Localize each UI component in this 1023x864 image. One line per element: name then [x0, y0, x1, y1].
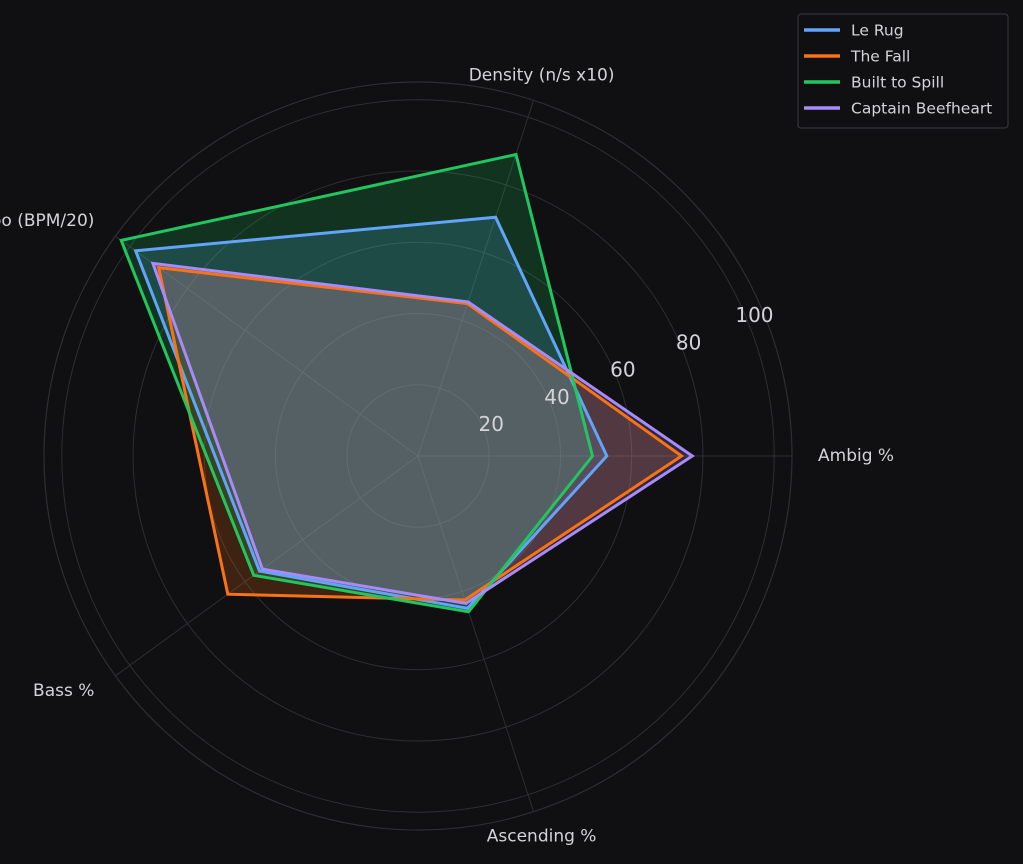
- r-tick-label: 60: [610, 358, 635, 382]
- category-label: Ascending %: [487, 826, 597, 846]
- category-label: Tempo (BPM/20): [0, 211, 94, 231]
- series-area: [152, 263, 693, 604]
- series-line: [156, 265, 685, 602]
- r-tick-label: 100: [735, 303, 773, 327]
- spoke: [417, 455, 535, 812]
- series-line: [150, 261, 695, 605]
- r-tick-label: 20: [478, 412, 503, 436]
- category-label: Density (n/s x10): [469, 66, 615, 86]
- legend-label: The Fall: [850, 48, 910, 66]
- legend-box: [797, 13, 1009, 129]
- legend-label: Captain Beefheart: [851, 100, 992, 118]
- category-label: Ambig %: [818, 446, 894, 466]
- spoke: [115, 235, 419, 457]
- r-tick-label: 80: [676, 330, 701, 354]
- spoke: [417, 100, 535, 457]
- r-tick-label: 40: [544, 385, 569, 409]
- series-line: [119, 152, 595, 614]
- legend-label: Built to Spill: [851, 74, 944, 92]
- legend: Le Rug The Fall Built to Spill Captain Beef…: [797, 13, 1009, 129]
- series-area: [121, 154, 593, 612]
- legend-label: Le Rug: [851, 22, 904, 40]
- category-label: Bass %: [33, 681, 94, 701]
- spoke: [115, 455, 419, 677]
